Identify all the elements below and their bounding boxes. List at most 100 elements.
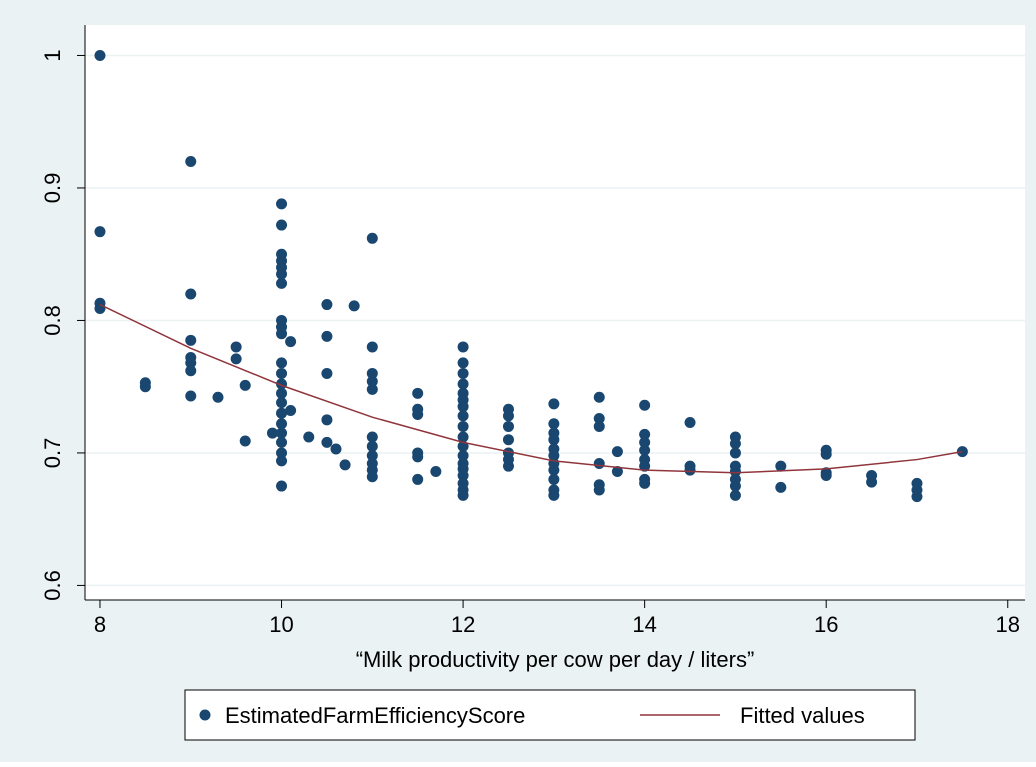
point — [684, 464, 696, 476]
y-tick-label: 0.9 — [40, 173, 65, 204]
point — [285, 336, 297, 348]
point — [230, 353, 242, 365]
x-axis-title: “Milk productivity per cow per day / lit… — [356, 647, 755, 672]
point — [276, 198, 288, 210]
point — [321, 367, 333, 379]
point — [502, 460, 514, 472]
point — [94, 49, 106, 61]
point — [276, 455, 288, 467]
point — [502, 420, 514, 432]
point — [430, 465, 442, 477]
point — [330, 443, 342, 455]
point — [366, 367, 378, 379]
point — [239, 435, 251, 447]
point — [729, 480, 741, 492]
point — [820, 469, 832, 481]
point — [366, 450, 378, 462]
point — [321, 436, 333, 448]
point — [639, 460, 651, 472]
point — [457, 450, 469, 462]
point — [457, 341, 469, 353]
point — [276, 397, 288, 409]
point — [548, 473, 560, 485]
point — [548, 418, 560, 430]
point — [276, 328, 288, 340]
point — [276, 427, 288, 439]
x-tick-label: 10 — [269, 612, 293, 637]
point — [593, 412, 605, 424]
point — [412, 473, 424, 485]
point — [366, 471, 378, 483]
point — [366, 232, 378, 244]
point — [457, 401, 469, 413]
point — [548, 398, 560, 410]
legend-marker — [199, 709, 211, 721]
x-tick-label: 18 — [996, 612, 1020, 637]
point — [457, 469, 469, 481]
point — [366, 341, 378, 353]
point — [412, 409, 424, 421]
point — [639, 444, 651, 456]
point — [729, 447, 741, 459]
point — [729, 489, 741, 501]
point — [366, 383, 378, 395]
point — [276, 480, 288, 492]
point — [548, 450, 560, 462]
point — [412, 387, 424, 399]
point — [230, 341, 242, 353]
point — [212, 391, 224, 403]
point — [775, 460, 787, 472]
point — [548, 489, 560, 501]
point — [276, 387, 288, 399]
point — [366, 375, 378, 387]
point — [593, 420, 605, 432]
point — [185, 288, 197, 300]
point — [276, 277, 288, 289]
point — [502, 434, 514, 446]
point — [276, 357, 288, 369]
point — [185, 357, 197, 369]
point — [276, 418, 288, 430]
point — [321, 299, 333, 311]
point — [339, 459, 351, 471]
point — [639, 436, 651, 448]
y-tick-label: 0.6 — [40, 570, 65, 601]
point — [684, 416, 696, 428]
point — [412, 451, 424, 463]
point — [185, 155, 197, 167]
point — [457, 420, 469, 432]
point — [548, 464, 560, 476]
point — [593, 484, 605, 496]
point — [502, 410, 514, 422]
point — [911, 491, 923, 503]
point — [639, 399, 651, 411]
point — [639, 477, 651, 489]
x-tick-label: 16 — [814, 612, 838, 637]
y-tick-label: 1 — [40, 49, 65, 61]
point — [593, 391, 605, 403]
point — [94, 226, 106, 238]
point — [457, 410, 469, 422]
x-tick-label: 8 — [94, 612, 106, 637]
point — [285, 405, 297, 417]
point — [866, 476, 878, 488]
fitted-line — [99, 303, 963, 474]
x-tick-label: 12 — [451, 612, 475, 637]
point — [729, 465, 741, 477]
point — [457, 378, 469, 390]
point — [185, 365, 197, 377]
point — [639, 428, 651, 440]
point — [820, 448, 832, 460]
point — [548, 434, 560, 446]
point — [775, 481, 787, 493]
legend — [184, 689, 916, 741]
point — [457, 367, 469, 379]
point — [457, 489, 469, 501]
point — [266, 427, 278, 439]
y-tick-label: 0.7 — [40, 438, 65, 469]
point — [321, 414, 333, 426]
point — [348, 300, 360, 312]
point — [457, 431, 469, 443]
point — [457, 357, 469, 369]
